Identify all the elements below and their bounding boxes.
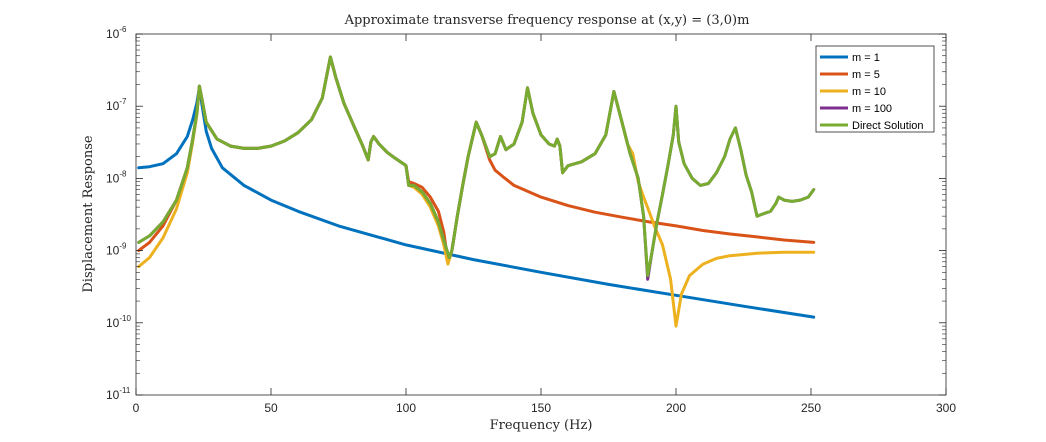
y-tick-label: 10-7 (106, 97, 127, 113)
y-tick-label: 10-10 (106, 314, 131, 330)
x-tick-label: 50 (264, 401, 278, 415)
series-line-1 (137, 86, 816, 319)
series-layer (137, 55, 816, 328)
y-tick-label: 10-6 (106, 25, 127, 41)
legend-label: m = 100 (852, 103, 892, 115)
legend-label: m = 1 (852, 52, 880, 64)
y-tick-label: 10-8 (106, 169, 127, 185)
x-tick-label: 250 (801, 401, 821, 415)
x-tick-label: 300 (936, 401, 956, 415)
legend-label: Direct Solution (852, 120, 924, 132)
x-axis-ticks: 0 50 100 150 200 250 300 (133, 34, 956, 415)
x-tick-label: 100 (396, 401, 416, 415)
y-axis-label: Displacement Response (81, 135, 96, 293)
chart-title: Approximate transverse frequency respons… (344, 13, 750, 28)
x-axis-label: Frequency (Hz) (490, 418, 593, 433)
y-tick-label: 10-11 (106, 386, 131, 402)
x-tick-label: 150 (531, 401, 551, 415)
x-tick-label: 200 (666, 401, 686, 415)
legend-label: m = 10 (852, 86, 886, 98)
x-tick-label: 0 (133, 401, 140, 415)
legend-box (815, 45, 935, 133)
legend-label: m = 5 (852, 69, 880, 81)
y-axis-ticks: 10-11 10-10 10-9 10-8 10-7 10-6 (106, 25, 946, 402)
legend: m = 1 m = 5 m = 10 m = 100 Direct Solution (815, 45, 935, 133)
plot-area: 0 50 100 150 200 250 300 10-1110-1010-910-810-… (106, 25, 956, 415)
y-tick-label: 10-9 (106, 242, 127, 258)
series-line-5 (137, 55, 816, 278)
axes-box (135, 33, 947, 396)
